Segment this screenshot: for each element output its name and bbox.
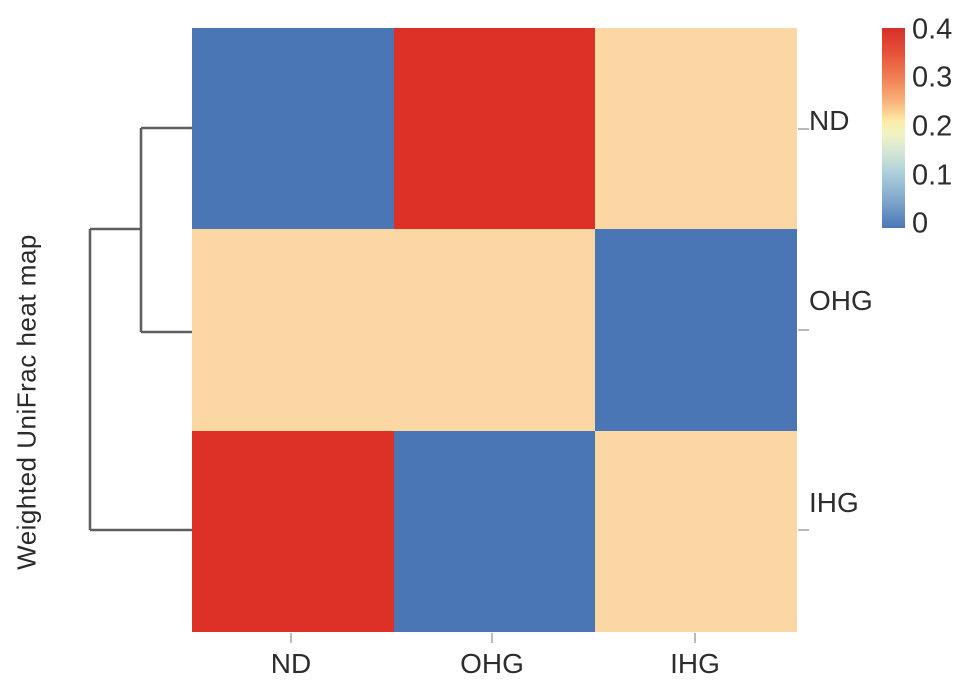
heatmap-cell-OHG-OHG [393, 229, 596, 431]
col-axis-tick [694, 633, 696, 643]
row-label-IHG: IHG [809, 487, 859, 518]
col-axis-tick [491, 633, 493, 643]
row-axis-tick [798, 128, 809, 130]
colorbar-tick-label: 0.3 [912, 61, 953, 94]
colorbar [882, 28, 905, 228]
colorbar-tick-label: 0.1 [912, 159, 953, 192]
heatmap-grid [192, 28, 797, 632]
heatmap-cell-IHG-OHG [393, 430, 596, 632]
heatmap-cell-IHG-IHG [595, 430, 797, 632]
heatmap-cell-ND-IHG [595, 28, 797, 230]
heatmap-cell-OHG-IHG [595, 229, 797, 431]
colorbar-tick-label: 0 [912, 207, 929, 240]
heatmap-cell-IHG-ND [192, 430, 394, 632]
colorbar-tick-label: 0.2 [912, 110, 953, 143]
heatmap-cell-ND-ND [192, 28, 394, 230]
row-label-OHG: OHG [809, 285, 873, 316]
col-label-IHG: IHG [670, 648, 720, 679]
col-label-ND: ND [270, 648, 312, 679]
heatmap-cell-ND-OHG [393, 28, 596, 230]
colorbar-tick-label: 0.4 [912, 13, 953, 46]
y-axis-title: Weighted UniFrac heat map [11, 234, 42, 570]
row-label-ND: ND [809, 105, 850, 136]
row-axis-tick [798, 329, 809, 331]
row-axis-tick [798, 529, 809, 531]
col-label-OHG: OHG [460, 648, 524, 679]
col-axis-tick [290, 633, 292, 643]
heatmap-cell-OHG-ND [192, 229, 394, 431]
